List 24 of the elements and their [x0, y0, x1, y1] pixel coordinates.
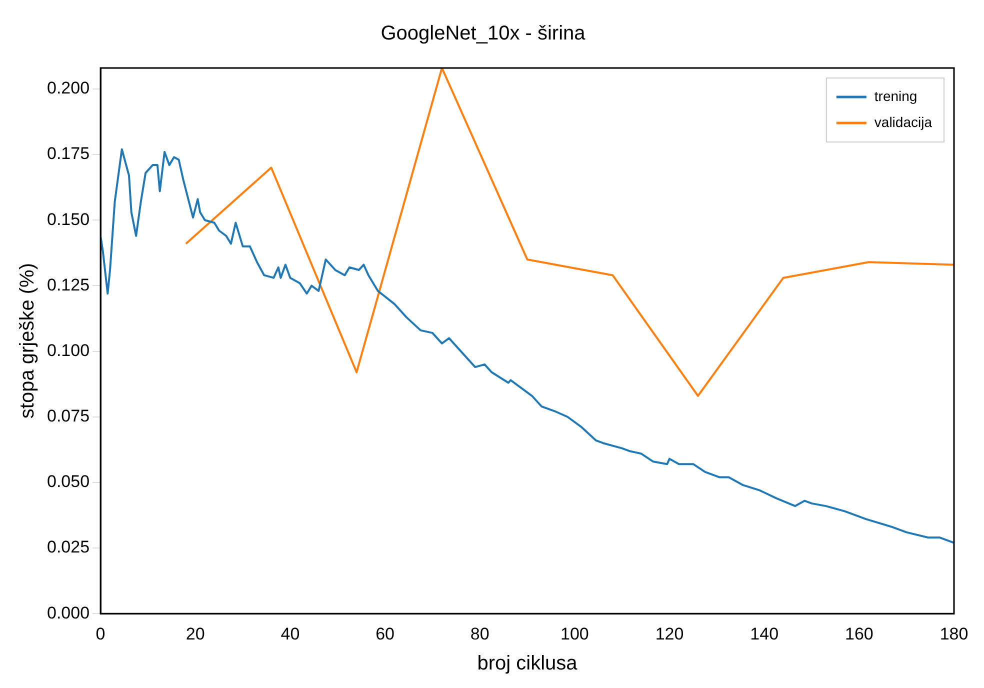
y-tick-label: 0.000	[46, 603, 90, 622]
x-tick-label: 80	[470, 624, 490, 644]
y-tick-label: 0.125	[46, 275, 90, 294]
x-tick-label: 60	[376, 624, 394, 644]
legend-label: trening	[874, 88, 918, 104]
chart-title: GoogleNet_10x - širina	[380, 22, 586, 45]
x-tick-label: 180	[940, 624, 968, 644]
x-tick-label: 20	[186, 624, 205, 644]
legend-label: validacija	[874, 114, 932, 130]
x-tick-label: 160	[844, 624, 874, 644]
x-tick-label: 100	[560, 624, 589, 644]
y-axis-title: stopa grješke (%)	[16, 262, 39, 419]
x-axis-title: broj ciklusa	[477, 652, 578, 675]
y-tick-label: 0.050	[46, 472, 90, 492]
y-tick-label: 0.075	[46, 406, 90, 426]
y-tick-label: 0.025	[46, 538, 90, 557]
y-tick-label: 0.100	[46, 340, 90, 360]
x-tick-label: 140	[750, 624, 779, 644]
x-tick-label: 120	[655, 624, 684, 644]
y-tick-label: 0.200	[46, 78, 90, 98]
x-tick-label: 0	[96, 624, 106, 644]
x-tick-label: 40	[280, 624, 300, 644]
y-tick-label: 0.175	[46, 144, 90, 164]
y-tick-label: 0.150	[46, 210, 90, 229]
